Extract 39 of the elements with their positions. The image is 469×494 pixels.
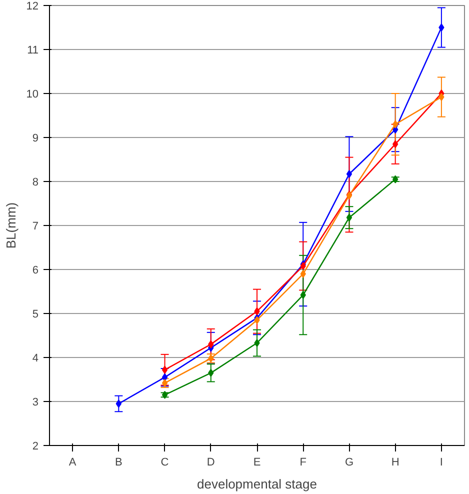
y-tick-label: 3 [32, 396, 39, 408]
y-tick-label: 10 [26, 88, 39, 100]
point [162, 366, 168, 374]
x-tick-label: H [391, 456, 400, 468]
x-tick-label: D [206, 456, 215, 468]
x-tick-label: A [68, 456, 77, 468]
y-axis-title: BL(mm) [3, 202, 18, 249]
point [254, 338, 260, 347]
x-tick-label: I [440, 456, 443, 468]
point [208, 340, 214, 348]
point [346, 170, 352, 178]
x-tick-label: C [160, 456, 169, 468]
y-tick-label: 6 [32, 264, 39, 276]
point [300, 270, 306, 278]
y-tick-label: 2 [32, 440, 39, 452]
point [208, 368, 214, 377]
x-tick-label: E [253, 456, 261, 468]
y-tick-label: 9 [32, 132, 39, 144]
point [254, 307, 260, 316]
x-tick-label: G [344, 456, 354, 468]
y-tick-label: 11 [27, 44, 39, 56]
y-tick-label: 4 [32, 352, 39, 364]
point [392, 120, 398, 128]
point [392, 140, 398, 148]
point [438, 93, 444, 102]
point [254, 316, 260, 324]
point [208, 354, 214, 362]
point [438, 24, 444, 32]
point [392, 175, 398, 184]
y-tick-label: 5 [32, 308, 39, 320]
x-axis-title: developmental stage [197, 476, 317, 492]
x-tick-label: B [115, 456, 122, 468]
point [116, 400, 122, 408]
point [346, 214, 352, 222]
y-tick-label: 12 [26, 0, 39, 12]
y-tick-label: 8 [32, 176, 39, 188]
x-tick-label: F [300, 456, 307, 468]
point [300, 291, 306, 300]
y-tick-label: 7 [32, 220, 39, 232]
